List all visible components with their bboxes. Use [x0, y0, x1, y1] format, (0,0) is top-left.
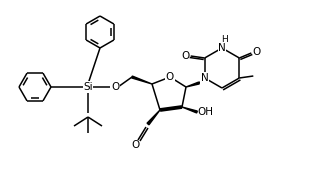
- Text: O: O: [131, 140, 139, 150]
- Text: O: O: [111, 82, 119, 92]
- Text: O: O: [252, 47, 260, 57]
- Text: H: H: [221, 35, 227, 44]
- Polygon shape: [186, 82, 199, 87]
- Text: N: N: [201, 73, 209, 83]
- Text: O: O: [182, 51, 190, 61]
- Text: Si: Si: [83, 82, 93, 92]
- Text: OH: OH: [197, 107, 213, 117]
- Polygon shape: [132, 76, 152, 84]
- Text: N: N: [218, 43, 226, 53]
- Polygon shape: [147, 110, 160, 125]
- Polygon shape: [182, 107, 197, 113]
- Text: O: O: [166, 72, 174, 82]
